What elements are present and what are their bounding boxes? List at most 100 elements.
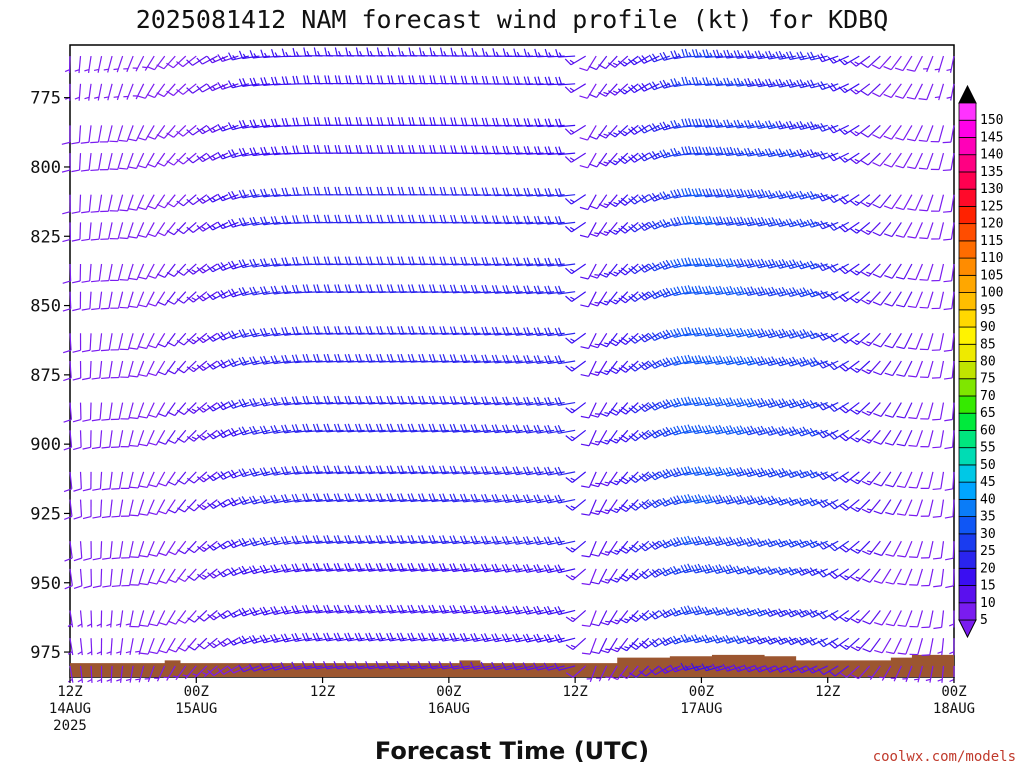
wind-barb — [796, 287, 818, 298]
wind-barb — [944, 402, 955, 422]
wind-barb — [344, 562, 365, 572]
wind-barb — [885, 471, 902, 488]
wind-barb — [817, 471, 839, 481]
y-tick-label: 950 — [30, 574, 61, 594]
wind-barb — [522, 494, 544, 504]
wind-barb — [158, 540, 176, 557]
wind-barb — [862, 568, 881, 583]
wind-barb — [722, 285, 744, 296]
wind-barb — [873, 610, 892, 626]
wind-barb — [579, 83, 597, 99]
wind-barb — [618, 471, 639, 485]
wind-barb — [879, 665, 892, 681]
wind-barb — [512, 662, 534, 671]
wind-barb — [817, 429, 839, 439]
wind-barb — [564, 83, 586, 94]
wind-barb — [554, 606, 576, 616]
wind-barb — [839, 499, 860, 511]
wind-barb — [167, 471, 187, 486]
wind-barb — [92, 471, 103, 491]
wind-barb — [907, 333, 923, 350]
wind-barb — [238, 426, 260, 436]
colorbar-swatch — [958, 378, 977, 397]
wind-barb — [754, 495, 776, 506]
wind-barb — [63, 360, 72, 382]
wind-barb — [238, 217, 260, 227]
wind-barb — [785, 356, 807, 367]
wind-barb — [67, 610, 74, 628]
x-tick-label: 15AUG — [175, 701, 217, 717]
wind-barb — [301, 632, 323, 642]
wind-barb — [670, 119, 692, 129]
wind-barb — [238, 468, 260, 478]
wind-barb — [166, 332, 187, 347]
colorbar-label: 85 — [980, 337, 996, 352]
colorbar-label: 35 — [980, 510, 996, 525]
wind-barb — [669, 607, 692, 617]
wind-barb — [459, 605, 481, 615]
wind-barb — [680, 605, 702, 616]
wind-barb — [177, 610, 197, 624]
wind-barb — [523, 354, 544, 364]
wind-barb — [943, 333, 955, 352]
wind-barb — [173, 665, 187, 681]
wind-barb — [502, 326, 523, 336]
wind-barb — [154, 665, 166, 682]
wind-barb — [132, 83, 145, 100]
wind-barb — [895, 194, 913, 211]
colorbar-label: 130 — [980, 182, 1003, 197]
wind-barb — [908, 471, 923, 489]
wind-barb — [565, 471, 587, 483]
wind-barb — [555, 48, 576, 58]
wind-barb — [157, 332, 176, 348]
wind-barb — [502, 354, 523, 364]
wind-barb — [259, 634, 281, 644]
wind-barb — [743, 216, 765, 227]
wind-barb — [543, 564, 565, 574]
wind-barb — [920, 360, 934, 378]
wind-barb — [228, 80, 250, 89]
wind-barb — [544, 327, 565, 337]
wind-barb — [238, 565, 260, 575]
wind-barb — [827, 429, 850, 440]
wind-barb — [838, 221, 860, 233]
wind-barb — [754, 50, 776, 60]
wind-barb — [598, 124, 618, 139]
wind-barb — [659, 287, 681, 298]
wind-barb — [502, 396, 523, 406]
wind-barb — [733, 467, 755, 477]
wind-barb — [522, 424, 544, 434]
wind-barb — [291, 605, 313, 615]
wind-barb — [186, 360, 208, 373]
wind-barb — [894, 55, 913, 72]
wind-barb — [259, 397, 281, 407]
wind-barb — [608, 221, 629, 235]
wind-barb — [323, 562, 344, 572]
wind-barb — [480, 493, 502, 503]
wind-barb — [619, 637, 639, 652]
wind-barb — [867, 665, 881, 681]
wind-barb — [77, 638, 83, 656]
wind-barb — [249, 495, 271, 505]
wind-barb — [449, 632, 471, 642]
wind-barb — [83, 568, 93, 589]
wind-barb — [118, 125, 134, 142]
wind-barb — [81, 291, 92, 311]
wind-barb — [949, 638, 955, 656]
wind-barb — [931, 194, 945, 212]
wind-barb — [344, 604, 365, 614]
colorbar-swatch — [958, 309, 977, 328]
wind-barb — [785, 287, 807, 297]
wind-barb — [470, 535, 492, 545]
wind-barb — [73, 499, 83, 520]
wind-barb — [884, 332, 902, 349]
wind-barb — [81, 333, 92, 353]
wind-barb — [712, 216, 734, 226]
wind-barb — [839, 568, 860, 581]
wind-barb — [554, 536, 576, 546]
wind-barb — [396, 535, 418, 544]
wind-barb — [186, 291, 208, 303]
wind-barb — [62, 263, 72, 284]
wind-barb — [512, 326, 534, 336]
wind-barb — [158, 637, 176, 654]
